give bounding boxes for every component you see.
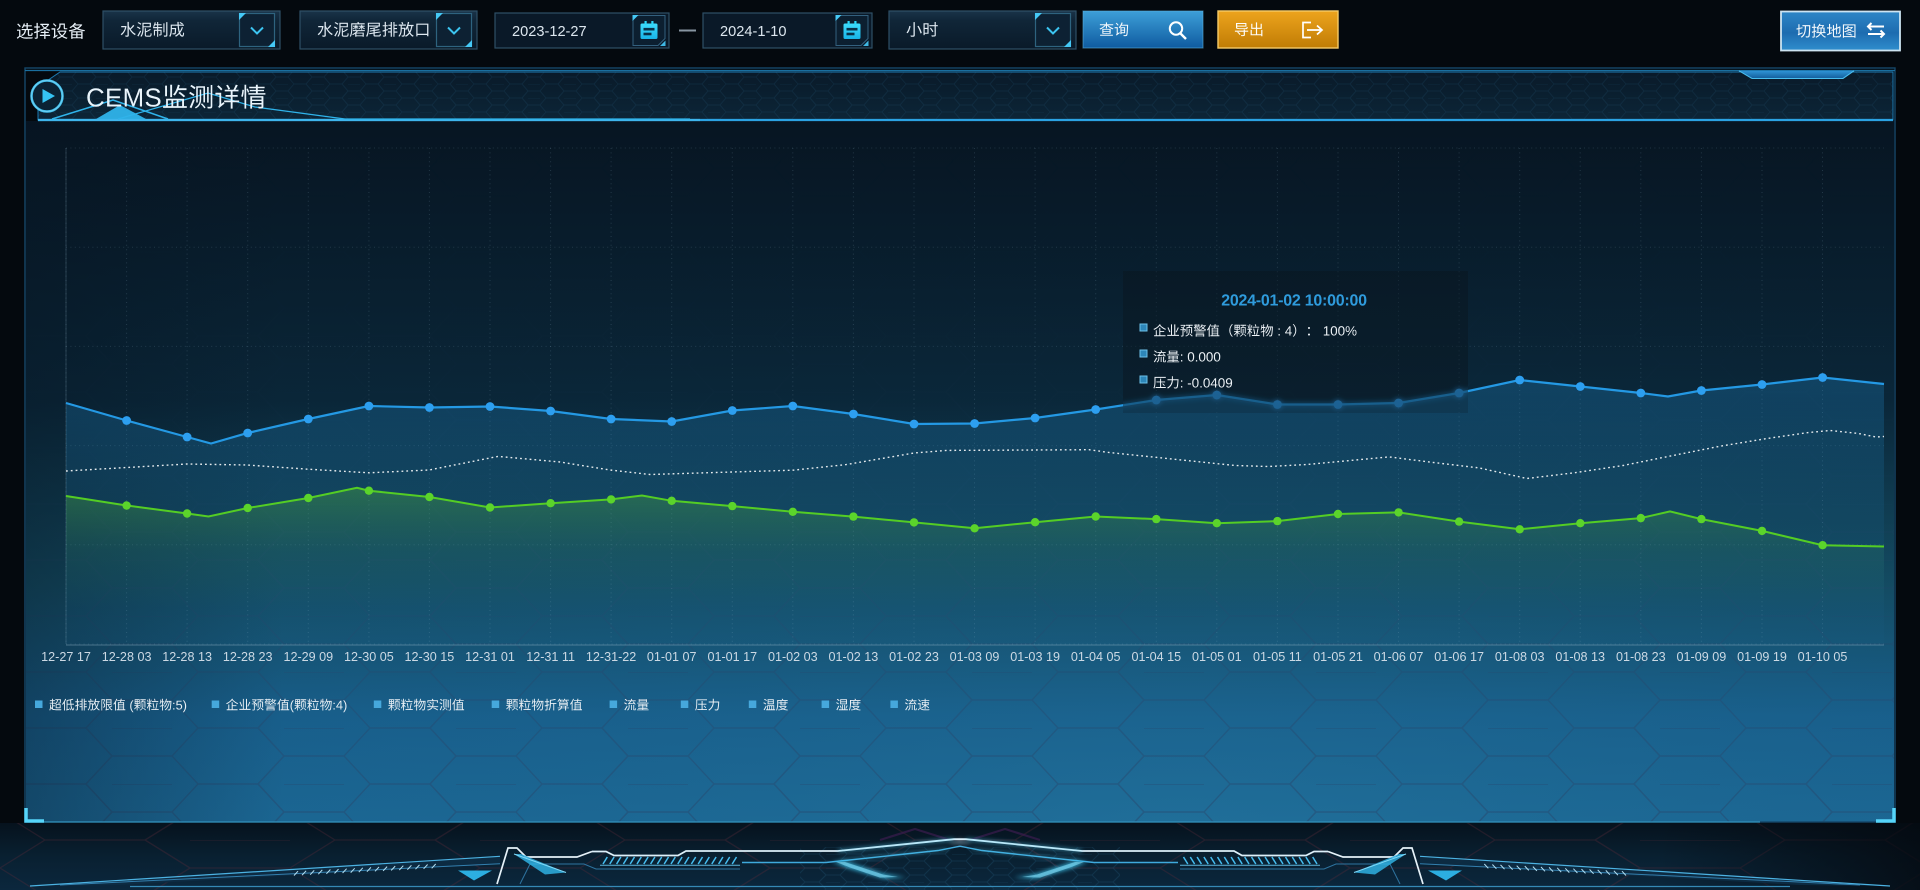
svg-text:01-10 05: 01-10 05 — [1798, 650, 1848, 664]
svg-text:12-28 13: 12-28 13 — [162, 650, 212, 664]
svg-text:01-04 15: 01-04 15 — [1131, 650, 1181, 664]
svg-text:01-02 03: 01-02 03 — [768, 650, 818, 664]
svg-text:01-01 07: 01-01 07 — [647, 650, 697, 664]
svg-text:01-09 19: 01-09 19 — [1737, 650, 1787, 664]
svg-text:01-05 11: 01-05 11 — [1253, 650, 1302, 664]
svg-text:01-05 01: 01-05 01 — [1192, 650, 1242, 664]
svg-text:12-28 03: 12-28 03 — [102, 650, 152, 664]
svg-text:01-06 17: 01-06 17 — [1434, 650, 1484, 664]
svg-text:12-31 11: 12-31 11 — [526, 650, 575, 664]
svg-text:01-01 17: 01-01 17 — [707, 650, 757, 664]
svg-text:01-08 13: 01-08 13 — [1555, 650, 1605, 664]
svg-text:01-02 13: 01-02 13 — [829, 650, 879, 664]
svg-text:01-04 05: 01-04 05 — [1071, 650, 1121, 664]
svg-text:01-08 03: 01-08 03 — [1495, 650, 1545, 664]
svg-text:12-30 05: 12-30 05 — [344, 650, 394, 664]
svg-text:01-05 21: 01-05 21 — [1313, 650, 1363, 664]
svg-text:12-29 09: 12-29 09 — [283, 650, 333, 664]
svg-text:01-02 23: 01-02 23 — [889, 650, 939, 664]
svg-text:2023-12-27: 2023-12-27 — [512, 24, 587, 40]
svg-text:01-09 09: 01-09 09 — [1677, 650, 1727, 664]
svg-text:12-27 17: 12-27 17 — [41, 650, 91, 664]
svg-text:12-31-22: 12-31-22 — [586, 650, 636, 664]
svg-text:01-08 23: 01-08 23 — [1616, 650, 1666, 664]
svg-text:12-30 15: 12-30 15 — [405, 650, 455, 664]
svg-text:12-31 01: 12-31 01 — [465, 650, 515, 664]
svg-text:01-03 19: 01-03 19 — [1010, 650, 1060, 664]
svg-text:2024-1-10: 2024-1-10 — [720, 24, 787, 40]
svg-text:01-06 07: 01-06 07 — [1374, 650, 1424, 664]
svg-text:01-03 09: 01-03 09 — [950, 650, 1000, 664]
svg-text:12-28 23: 12-28 23 — [223, 650, 273, 664]
